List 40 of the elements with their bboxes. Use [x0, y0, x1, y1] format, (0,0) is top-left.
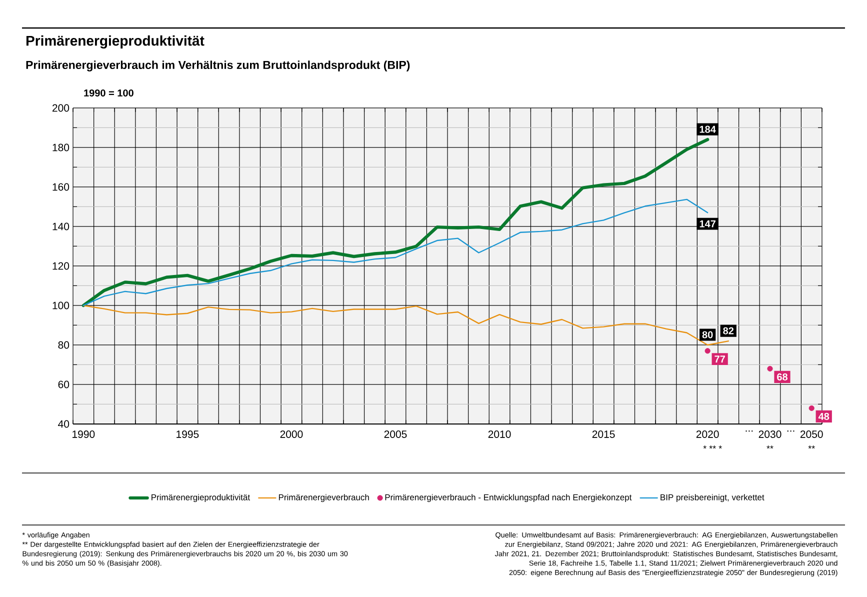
- x-tick-label: 2010: [488, 430, 511, 438]
- data-label: 77: [714, 356, 725, 362]
- data-label: 80: [702, 331, 713, 338]
- legend-label: Primärenergieverbrauch - Entwicklungspfad nach Energiekonzept: [385, 494, 632, 502]
- data-label: 48: [818, 412, 830, 420]
- y-tick-label: 160: [52, 183, 70, 191]
- y-axis-title: 1990 = 100: [84, 89, 134, 97]
- x-tick-label: 2020: [696, 430, 719, 438]
- data-label: 82: [723, 327, 734, 334]
- text: **: [766, 446, 774, 449]
- y-tick-label: 40: [58, 420, 70, 428]
- text: **: [808, 446, 815, 449]
- data-label: 147: [700, 220, 716, 228]
- x-tick-label: ...: [787, 430, 794, 432]
- x-tick-label: 2015: [592, 430, 615, 438]
- y-tick-label: 200: [52, 104, 70, 112]
- data-label: 68: [777, 373, 788, 380]
- y-tick-label: 120: [52, 262, 70, 270]
- text: * ** *: [703, 446, 722, 449]
- x-tick-label: ...: [746, 430, 753, 432]
- legend-label: Primärenergieverbrauch: [278, 494, 369, 502]
- x-tick-label: 2000: [280, 430, 303, 438]
- x-tick-label: 2005: [384, 430, 407, 438]
- y-tick-label: 140: [52, 222, 70, 230]
- y-tick-label: 60: [58, 380, 70, 388]
- point: [808, 405, 814, 411]
- legend-label: BIP preisbereinigt, verkettet: [660, 494, 764, 502]
- chart-subtitle: Primärenergieverbrauch im Verhältnis zum Bruttoinlandsprodukt (BIP): [26, 60, 410, 72]
- y-tick-label: 180: [52, 144, 70, 152]
- data-label: 184: [700, 126, 716, 133]
- x-tick-label: 2050: [800, 430, 823, 438]
- point: [704, 348, 710, 354]
- x-tick-label: 2030: [758, 430, 782, 438]
- y-tick-label: 80: [58, 341, 70, 349]
- point: [767, 366, 773, 372]
- x-tick-label: 1990: [72, 430, 95, 438]
- chart-title: Primärenergieproduktivität: [26, 35, 204, 49]
- legend-label: Primärenergieproduktivität: [152, 494, 250, 502]
- y-tick-label: 100: [52, 302, 70, 310]
- x-tick-label: 1995: [176, 430, 199, 438]
